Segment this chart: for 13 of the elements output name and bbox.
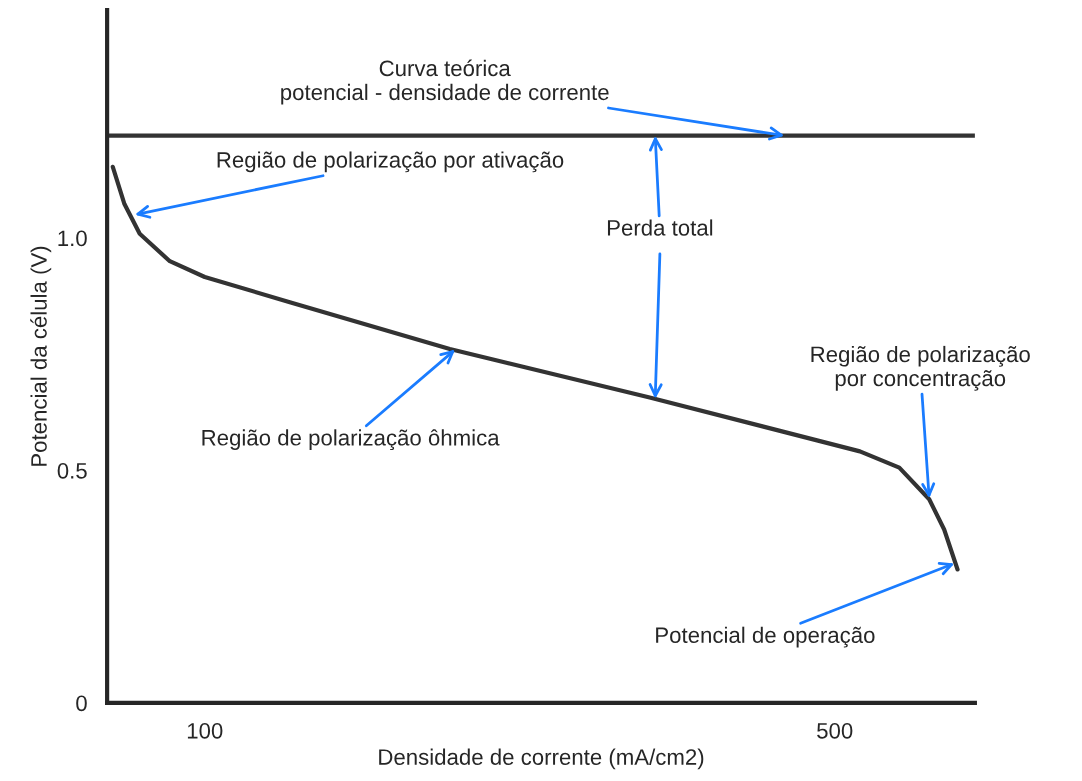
annotation: Potencial de operação (656, 626, 875, 648)
y-axis-title: Potencial da célula (V) (30, 246, 52, 466)
annotation: Perda total (607, 219, 713, 236)
annotation: Curva teórica potencial - densidade de corrente (281, 59, 609, 105)
x-tick-label: 100 (187, 722, 223, 739)
x-axis-title: Densidade de corrente (mA/cm2) (379, 748, 704, 770)
annotation: Região de polarização por concentração (811, 345, 1030, 391)
x-tick-label: 500 (817, 722, 853, 739)
y-tick-label: 0 (76, 695, 87, 712)
y-tick-label: 1.0 (58, 230, 87, 247)
annotation: Região de polarização por ativação (217, 151, 564, 173)
annotation: Região de polarização ôhmica (202, 429, 500, 451)
y-tick-label: 0.5 (57, 462, 87, 479)
